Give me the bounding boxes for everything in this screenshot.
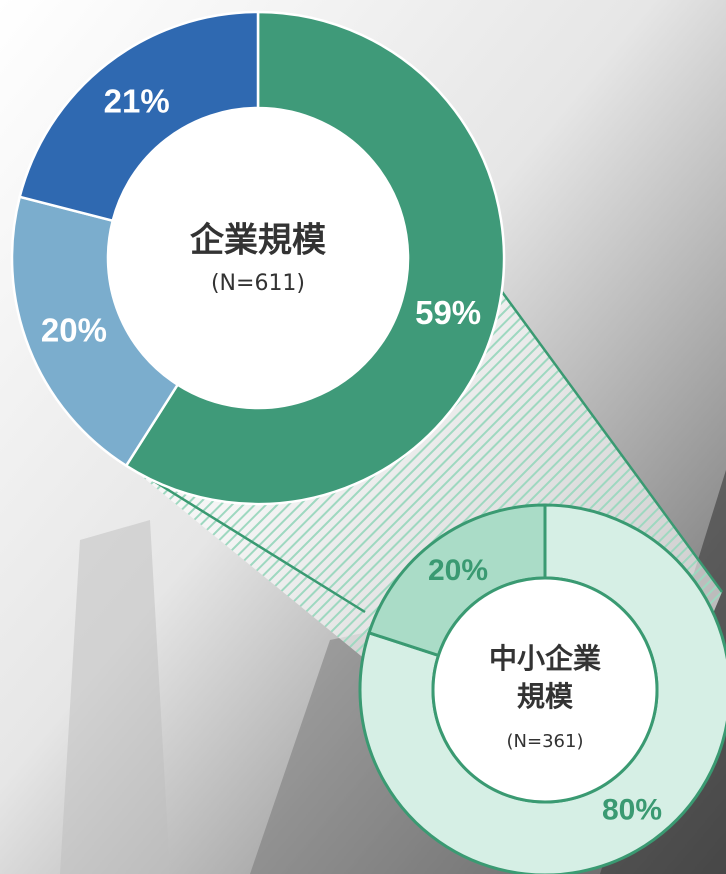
center-title: 規模 [517,680,574,713]
value-label: 21% [104,82,170,119]
donut-hole [431,576,659,804]
value-label: 80% [602,794,662,827]
donut-hole [108,108,408,408]
center-title: 企業規模 [190,221,326,261]
value-label: 20% [428,554,488,587]
center-title: 中小企業 [489,642,601,675]
value-label: 59% [415,294,481,331]
center-subtitle: (N=611) [211,271,305,296]
connector-line [495,284,724,593]
connector-line [127,463,366,614]
value-label: 20% [41,312,107,349]
center-subtitle: (N=361) [507,731,584,752]
building [60,520,170,874]
